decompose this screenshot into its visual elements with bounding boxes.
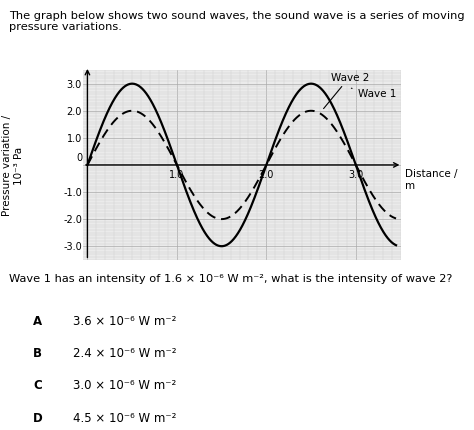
Text: Wave 2: Wave 2 [324,72,369,109]
Text: Pressure variation /
10⁻³ Pa: Pressure variation / 10⁻³ Pa [2,115,24,216]
Text: 4.5 × 10⁻⁶ W m⁻²: 4.5 × 10⁻⁶ W m⁻² [73,411,177,424]
Text: 3.0: 3.0 [67,80,82,89]
Text: 2.0: 2.0 [67,107,82,117]
Text: A: A [33,314,42,327]
Text: 2.0: 2.0 [259,169,274,180]
Text: -3.0: -3.0 [64,242,82,252]
Text: -2.0: -2.0 [63,215,82,224]
Text: Wave 1: Wave 1 [351,89,396,98]
Text: 3.6 × 10⁻⁶ W m⁻²: 3.6 × 10⁻⁶ W m⁻² [73,314,177,327]
Text: 0: 0 [76,152,82,162]
Text: 1.0: 1.0 [67,134,82,144]
Text: 2.4 × 10⁻⁶ W m⁻²: 2.4 × 10⁻⁶ W m⁻² [73,346,177,359]
Text: The graph below shows two sound waves, the sound wave is a series of moving
pres: The graph below shows two sound waves, t… [9,11,465,32]
Text: 3.0: 3.0 [348,169,364,180]
Text: 1.0: 1.0 [169,169,184,180]
Text: Wave 1 has an intensity of 1.6 × 10⁻⁶ W m⁻², what is the intensity of wave 2?: Wave 1 has an intensity of 1.6 × 10⁻⁶ W … [9,273,453,283]
Text: Distance /
m: Distance / m [405,169,457,190]
Text: -1.0: -1.0 [64,187,82,197]
Text: 3.0 × 10⁻⁶ W m⁻²: 3.0 × 10⁻⁶ W m⁻² [73,378,177,391]
Text: C: C [33,378,42,391]
Text: D: D [33,411,43,424]
Text: B: B [33,346,42,359]
